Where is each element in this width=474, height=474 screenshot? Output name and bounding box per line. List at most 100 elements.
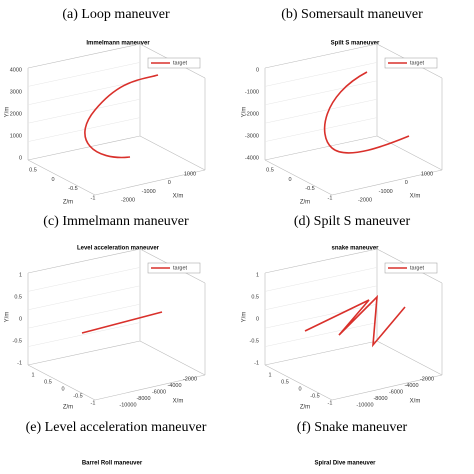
axis-box — [139, 135, 206, 171]
y-tick-label: -1000 — [245, 89, 259, 95]
y-tick-label: 0 — [19, 316, 22, 322]
grid-line — [27, 303, 141, 329]
z-axis-label: Z/m — [300, 200, 310, 206]
axis-box — [376, 340, 443, 376]
x-tick-label: -4000 — [404, 383, 418, 389]
grid-line — [264, 267, 378, 292]
trajectory — [84, 74, 159, 159]
grid-line — [27, 267, 141, 292]
plot-title: Spilt S maneuver — [331, 41, 380, 47]
x-tick-label: -1000 — [379, 189, 393, 195]
x-tick-label: -2000 — [358, 197, 372, 203]
y-tick-label: -0.5 — [250, 338, 259, 344]
grid-line — [27, 285, 141, 311]
x-tick-label: -10000 — [356, 402, 373, 408]
y-tick-label: 3000 — [10, 89, 22, 95]
axis-box — [264, 340, 378, 366]
z-tick-label: -0.5 — [68, 186, 77, 192]
y-tick-label: 2000 — [10, 111, 22, 117]
z-tick-label: -0.5 — [73, 393, 82, 399]
z-axis-label: Z/m — [63, 405, 73, 411]
x-axis-label: X/m — [410, 399, 421, 405]
z-tick-label: -0.5 — [310, 393, 319, 399]
y-axis-label: Y/m — [242, 107, 248, 118]
axis-box — [27, 159, 96, 196]
axis-box — [264, 364, 333, 401]
x-tick-label: -8000 — [136, 396, 150, 402]
y-tick-label: 4000 — [10, 67, 22, 73]
y-tick-label: 0 — [19, 155, 22, 161]
x-tick-label: -6000 — [152, 389, 166, 395]
z-axis-label: Z/m — [300, 405, 310, 411]
x-tick-label: -1000 — [142, 189, 156, 195]
grid-line — [27, 117, 141, 142]
z-tick-label: 0 — [61, 386, 64, 392]
legend-box — [384, 262, 438, 274]
z-tick-label: -1 — [328, 195, 333, 201]
x-axis-label: X/m — [173, 194, 184, 200]
plot-title: snake maneuver — [331, 246, 379, 252]
axis-box — [264, 159, 333, 196]
plot-title: Spiral Dive maneuver — [314, 461, 376, 467]
z-tick-label: -1 — [328, 400, 333, 406]
grid-line — [264, 285, 378, 311]
y-axis-label: Y/m — [5, 312, 11, 323]
axis-box — [331, 169, 443, 196]
z-tick-label: -1 — [91, 195, 96, 201]
caption: (c) Immelmann maneuver — [43, 214, 189, 229]
y-axis-label: Y/m — [5, 107, 11, 118]
plot-panel: Spilt S maneuver 0 -1000 -2000 -3000 -4000 0.5… — [242, 41, 443, 206]
grid-line — [27, 62, 141, 87]
z-tick-label: 0.5 — [266, 167, 274, 173]
plot-title: Level acceleration maneuver — [77, 246, 160, 252]
axis-box — [376, 135, 443, 171]
legend-label: target — [410, 60, 425, 66]
trajectory — [81, 311, 163, 334]
y-tick-label: -4000 — [245, 155, 259, 161]
legend-label: target — [173, 265, 188, 271]
x-axis-label: X/m — [173, 399, 184, 405]
plot-title: Barrel Roll maneuver — [82, 461, 143, 467]
plot-title: Immelmann maneuver — [86, 41, 150, 47]
z-tick-label: 0.5 — [44, 379, 52, 385]
x-tick-label: 1000 — [184, 171, 196, 177]
y-tick-label: 0.5 — [251, 294, 259, 300]
y-tick-label: 1 — [256, 272, 259, 278]
axis-box — [94, 374, 206, 401]
y-axis-label: Y/m — [242, 312, 248, 323]
y-tick-label: 1000 — [10, 133, 22, 139]
x-tick-label: 0 — [405, 180, 408, 186]
z-tick-label: -1 — [91, 400, 96, 406]
z-tick-label: -0.5 — [305, 186, 314, 192]
x-tick-label: -2000 — [121, 197, 135, 203]
z-tick-label: 1 — [268, 372, 271, 378]
x-axis-label: X/m — [410, 194, 421, 200]
grid-line — [27, 322, 141, 347]
caption: (e) Level acceleration maneuver — [26, 420, 207, 435]
grid-line — [264, 117, 378, 142]
z-tick-label: 0.5 — [281, 379, 289, 385]
y-tick-label: 0.5 — [14, 294, 22, 300]
trajectory — [304, 294, 406, 348]
y-tick-label: -1 — [17, 360, 22, 366]
grid-line — [264, 80, 378, 106]
grid-line — [264, 98, 378, 124]
x-tick-label: 1000 — [421, 171, 433, 177]
z-tick-label: 0 — [288, 177, 291, 183]
y-tick-label: -3000 — [245, 133, 259, 139]
x-tick-label: -10000 — [119, 402, 136, 408]
grid-line — [264, 62, 378, 87]
axis-box — [27, 135, 141, 161]
x-tick-label: -4000 — [167, 383, 181, 389]
plot-panel: Level acceleration maneuver 1 0.5 0 -0.5 -1 1 0… — [5, 246, 206, 411]
y-tick-label: 0 — [256, 316, 259, 322]
legend-label: target — [410, 265, 425, 271]
plot-panel: snake maneuver 1 0.5 0 -0.5 -1 1 0.5 0 -0.5 -1 -100… — [242, 246, 443, 411]
x-tick-label: 0 — [168, 180, 171, 186]
caption: (b) Somersault maneuver — [281, 7, 423, 22]
z-tick-label: 0 — [51, 177, 54, 183]
axis-box — [264, 43, 378, 69]
legend-box — [147, 57, 201, 69]
caption: (f) Snake maneuver — [297, 420, 408, 435]
